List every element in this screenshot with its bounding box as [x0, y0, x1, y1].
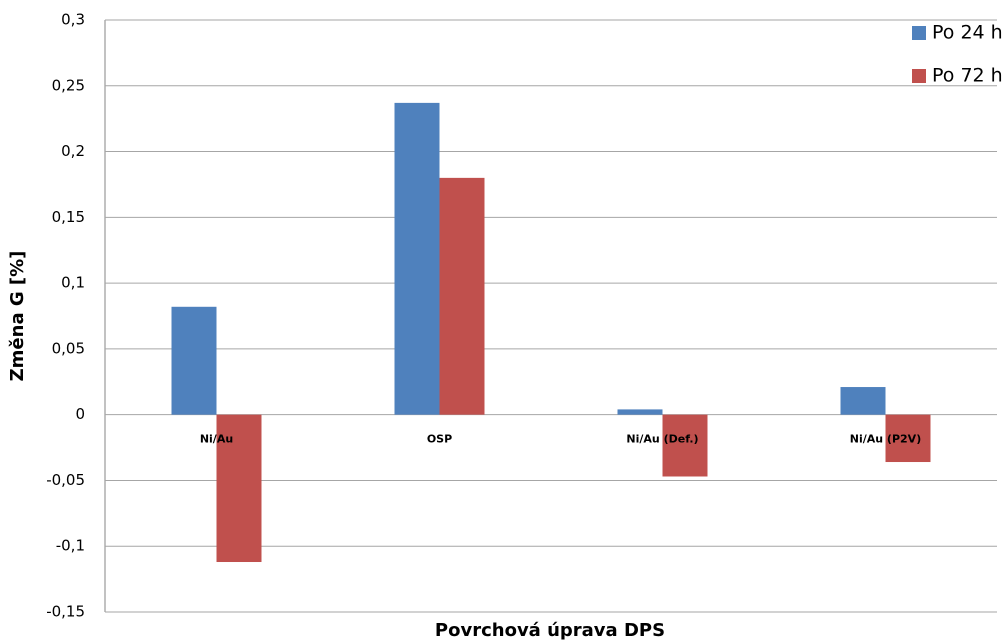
y-tick-label: 0 — [75, 405, 85, 423]
legend-swatch — [912, 26, 926, 40]
bar — [439, 177, 485, 415]
legend-label: Po 24 h — [932, 22, 1003, 44]
x-axis-title: Povrchová úprava DPS — [435, 620, 665, 641]
bar — [885, 414, 931, 463]
legend-swatch — [912, 69, 926, 83]
legend-label: Po 72 h — [932, 65, 1003, 87]
y-tick-label: -0,1 — [56, 537, 85, 555]
bar — [662, 414, 708, 477]
bar — [617, 409, 663, 415]
bar — [394, 102, 440, 415]
y-tick-label: 0,15 — [52, 208, 85, 226]
y-tick-label: -0,05 — [46, 471, 85, 489]
x-tick-label: Ni/Au — [200, 433, 233, 446]
y-tick-label: -0,15 — [46, 603, 85, 621]
x-tick-label: OSP — [427, 433, 452, 446]
bar — [171, 306, 217, 415]
y-tick-label: 0,25 — [52, 76, 85, 94]
y-tick-label: 0,3 — [61, 11, 85, 29]
y-tick-label: 0,05 — [52, 339, 85, 357]
bar — [216, 414, 262, 563]
x-tick-label: Ni/Au (Def.) — [626, 433, 698, 446]
y-tick-label: 0,1 — [61, 274, 85, 292]
bar — [840, 387, 886, 415]
x-tick-label: Ni/Au (P2V) — [850, 433, 921, 446]
y-axis-title: Změna G [%] — [7, 251, 28, 382]
y-tick-label: 0,2 — [61, 142, 85, 160]
